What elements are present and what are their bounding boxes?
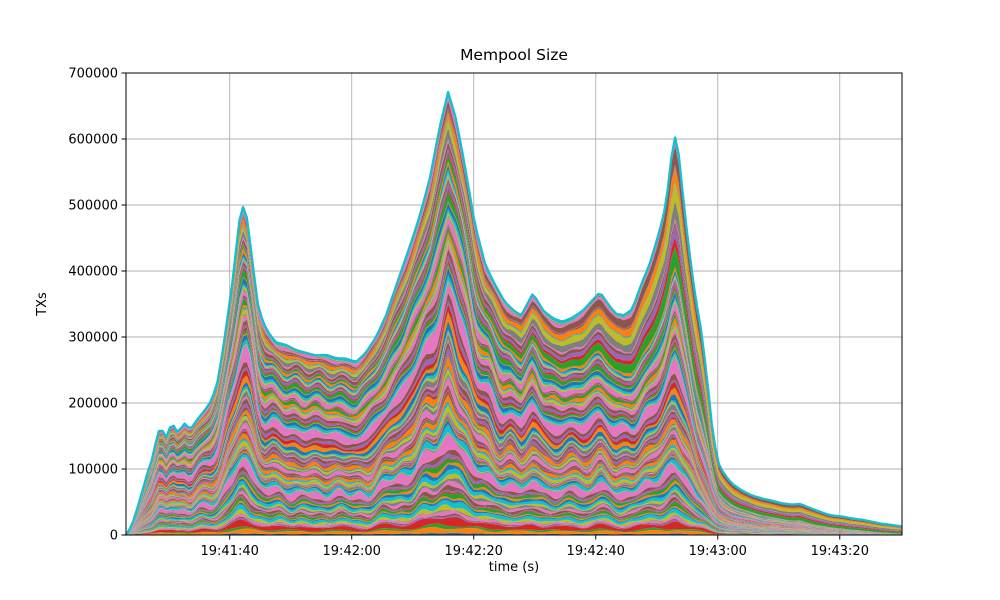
stack-layer bbox=[126, 244, 902, 536]
stack-layer bbox=[126, 473, 902, 535]
x-tick-label: 19:43:20 bbox=[811, 544, 869, 559]
stack-layer bbox=[126, 96, 902, 536]
stack-layer bbox=[126, 238, 902, 535]
y-tick-label: 700000 bbox=[68, 67, 118, 82]
x-tick-label: 19:42:20 bbox=[445, 544, 503, 559]
y-tick-label: 100000 bbox=[68, 463, 118, 478]
stack-layer bbox=[126, 492, 902, 535]
stack-layer bbox=[126, 161, 902, 536]
y-tick-label: 300000 bbox=[68, 331, 118, 346]
stack-layer bbox=[126, 282, 902, 535]
stack-layer bbox=[126, 527, 902, 535]
stack-layer bbox=[126, 191, 902, 535]
stack-layer bbox=[126, 112, 902, 535]
stack-layer bbox=[126, 227, 902, 535]
stack-layer bbox=[126, 449, 902, 535]
stack-layer bbox=[126, 500, 902, 535]
stack-layer bbox=[126, 100, 902, 535]
y-tick-label: 400000 bbox=[68, 265, 118, 280]
stack-layer bbox=[126, 216, 902, 535]
stack-layer bbox=[126, 510, 902, 535]
x-tick-label: 19:43:00 bbox=[689, 544, 747, 559]
stack-layer bbox=[126, 182, 902, 535]
chart-title: Mempool Size bbox=[460, 46, 568, 64]
axis-ticks bbox=[121, 72, 841, 540]
y-axis-label: TXs bbox=[35, 292, 50, 317]
axis-tick-labels: 0 100000 200000 300000 400000 500000 600000 700… bbox=[68, 67, 869, 560]
x-tick-label: 19:42:40 bbox=[567, 544, 625, 559]
x-tick-label: 19:42:00 bbox=[323, 544, 381, 559]
stack-layer bbox=[126, 532, 902, 535]
stack-layer bbox=[126, 509, 902, 535]
stack-layer bbox=[126, 118, 902, 535]
plot-border bbox=[125, 72, 903, 536]
stack-layer bbox=[126, 477, 902, 535]
stack-layer bbox=[126, 496, 902, 535]
stack-layer bbox=[126, 504, 902, 535]
stack-layer bbox=[126, 489, 902, 535]
stack-layer bbox=[126, 458, 902, 535]
stack-layer bbox=[126, 517, 902, 535]
x-axis-label: time (s) bbox=[489, 560, 539, 575]
y-tick-label: 600000 bbox=[68, 133, 118, 148]
stack-layer bbox=[126, 480, 902, 535]
x-tick-label: 19:41:40 bbox=[201, 544, 259, 559]
stack-layer bbox=[126, 154, 902, 535]
stack-layer bbox=[126, 120, 902, 535]
stack-layer bbox=[126, 433, 902, 535]
stack-layer bbox=[126, 523, 902, 535]
stack-layer bbox=[126, 457, 902, 535]
y-tick-label: 200000 bbox=[68, 397, 118, 412]
stack-layer bbox=[126, 202, 902, 535]
y-tick-label: 0 bbox=[110, 529, 118, 544]
stack-layer bbox=[126, 232, 902, 536]
stack-layer bbox=[126, 484, 902, 535]
y-tick-label: 500000 bbox=[68, 199, 118, 214]
stack-layers bbox=[126, 92, 902, 536]
stack-envelope-line bbox=[124, 90, 903, 536]
